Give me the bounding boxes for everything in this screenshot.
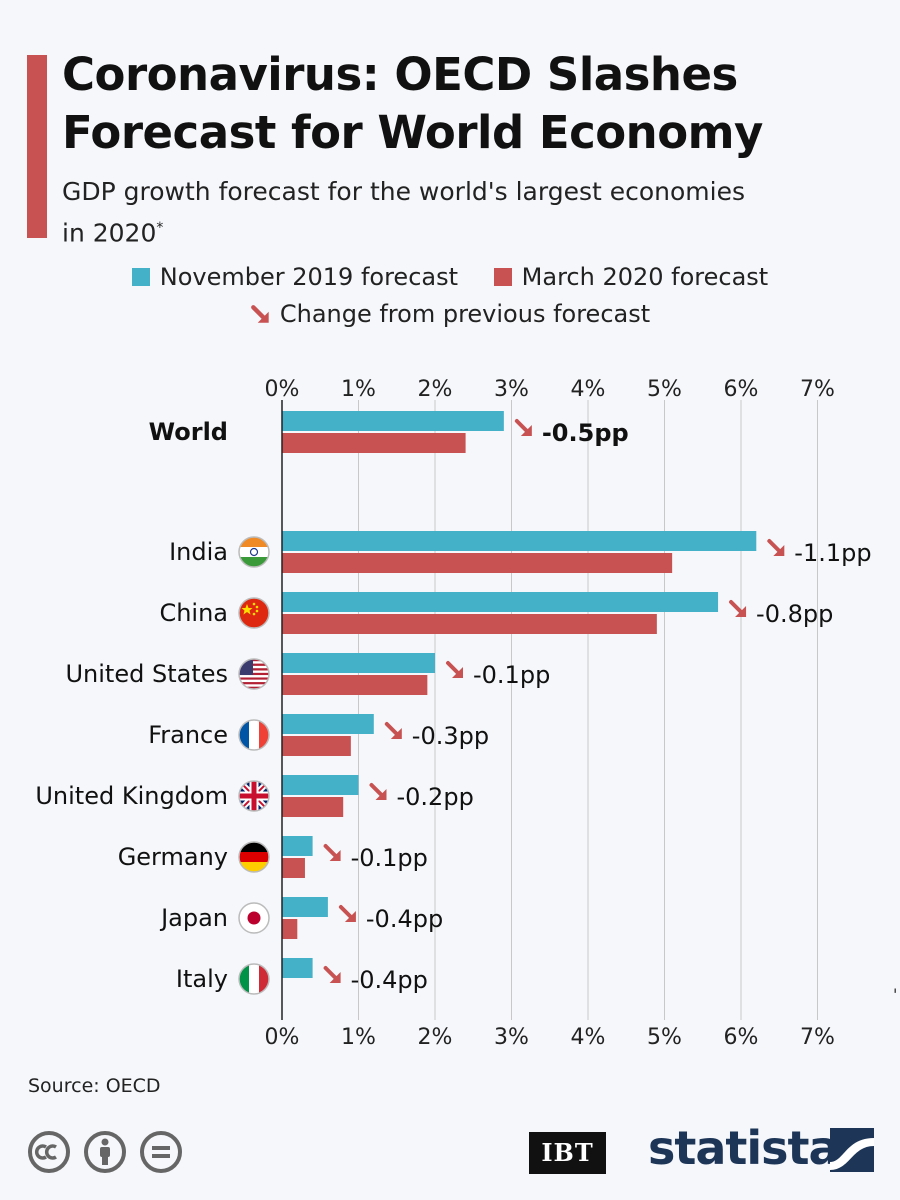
- x-tick-label-top: 2%: [418, 377, 453, 402]
- category-label: Italy: [176, 965, 228, 993]
- legend-label-nov: November 2019 forecast: [159, 263, 459, 291]
- india-flag-icon: [238, 536, 270, 568]
- down-arrow-icon: [384, 722, 402, 739]
- down-arrow-icon: [369, 783, 387, 800]
- change-label: -0.3pp: [412, 722, 489, 750]
- category-label: France: [148, 721, 228, 749]
- bar-nov-2019: [282, 714, 374, 734]
- x-tick-label-top: 5%: [647, 377, 682, 402]
- subtitle-footnote-mark: *: [156, 220, 164, 236]
- legend-item-nov: November 2019 forecast: [131, 263, 459, 291]
- legend-item-change: Change from previous forecast: [250, 300, 650, 328]
- category-label: World: [149, 418, 228, 446]
- down-arrow-icon: [729, 600, 747, 617]
- down-arrow-icon: [446, 661, 463, 678]
- bar-mar-2020: [282, 433, 466, 453]
- category-label: United Kingdom: [35, 782, 228, 810]
- change-label: -0.1pp: [473, 661, 550, 689]
- x-tick-label-bottom: 7%: [800, 1025, 835, 1050]
- x-tick-label-bottom: 3%: [494, 1025, 529, 1050]
- down-arrow-icon: [514, 419, 532, 436]
- statista-logo-icon: [830, 1128, 874, 1172]
- x-tick-label-bottom: 4%: [571, 1025, 606, 1050]
- china-flag-icon: [238, 597, 270, 629]
- corner-mark: ': [893, 985, 898, 1004]
- change-label: -0.1pp: [351, 844, 428, 872]
- uk-flag-icon: [238, 780, 270, 812]
- legend: November 2019 forecast March 2020 foreca…: [0, 263, 900, 291]
- source-note: Source: OECD: [28, 1075, 161, 1097]
- x-tick-label-bottom: 2%: [418, 1025, 453, 1050]
- change-label: -0.4pp: [351, 966, 428, 994]
- legend-swatch-mar: [493, 268, 512, 286]
- down-arrow-icon: [767, 539, 785, 556]
- no-derivatives-icon: [140, 1131, 182, 1173]
- x-tick-label-top: 4%: [571, 377, 606, 402]
- bar-nov-2019: [282, 836, 313, 856]
- bar-mar-2020: [282, 736, 351, 756]
- bar-mar-2020: [282, 614, 657, 634]
- category-label: China: [159, 599, 228, 627]
- x-tick-label-bottom: 1%: [341, 1025, 376, 1050]
- bar-nov-2019: [282, 592, 719, 612]
- usa-flag-icon: [238, 658, 270, 690]
- down-arrow-icon: [338, 905, 356, 922]
- x-tick-label-top: 1%: [341, 377, 376, 402]
- france-flag-icon: [238, 719, 270, 751]
- attribution-icon: [84, 1131, 126, 1173]
- x-tick-label-bottom: 6%: [724, 1025, 759, 1050]
- cc-icon: [28, 1131, 70, 1173]
- statista-logo-text: statista: [648, 1121, 840, 1175]
- bar-nov-2019: [282, 958, 313, 978]
- x-tick-label-top: 3%: [494, 377, 529, 402]
- change-label: -0.4pp: [366, 905, 443, 933]
- germany-flag-icon: [238, 841, 270, 873]
- bar-nov-2019: [282, 411, 504, 431]
- x-tick-label-top: 0%: [265, 377, 300, 402]
- legend-label-mar: March 2020 forecast: [521, 263, 769, 291]
- down-arrow-icon: [323, 966, 341, 983]
- bar-nov-2019: [282, 775, 359, 795]
- x-tick-label-top: 7%: [800, 377, 835, 402]
- bar-chart: 0% 0% 1% 1% 2% 2% 3% 3% 4% 4% 5% 5% 6% 6% 7% 7% World -0.…: [35, 377, 871, 1050]
- category-label: India: [169, 538, 228, 566]
- legend-label-change: Change from previous forecast: [279, 300, 651, 328]
- bar-mar-2020: [282, 797, 344, 817]
- bar-nov-2019: [282, 897, 328, 917]
- x-tick-label-top: 6%: [724, 377, 759, 402]
- italy-flag-icon: [238, 963, 270, 995]
- category-label: United States: [65, 660, 228, 688]
- x-tick-label-bottom: 5%: [647, 1025, 682, 1050]
- category-label: Japan: [159, 904, 228, 932]
- bar-nov-2019: [282, 531, 757, 551]
- bar-mar-2020: [282, 675, 428, 695]
- bar-nov-2019: [282, 653, 435, 673]
- category-label: Germany: [118, 843, 228, 871]
- license-icons: [27, 1130, 183, 1174]
- x-tick-label-bottom: 0%: [265, 1025, 300, 1050]
- legend-swatch-nov: [131, 268, 150, 286]
- change-label: -0.2pp: [397, 783, 474, 811]
- down-arrow-icon: [250, 305, 269, 323]
- chart-title: Coronavirus: OECD Slashes Forecast for W…: [62, 48, 763, 159]
- change-label: -1.1pp: [794, 539, 871, 567]
- bar-mar-2020: [282, 858, 305, 878]
- legend-change: Change from previous forecast: [0, 300, 900, 328]
- legend-item-mar: March 2020 forecast: [493, 263, 769, 291]
- japan-flag-icon: [238, 902, 270, 934]
- title-accent-bar: [27, 55, 47, 238]
- change-label: -0.8pp: [756, 600, 833, 628]
- subtitle-text: GDP growth forecast for the world's larg…: [62, 177, 745, 248]
- bar-mar-2020: [282, 919, 298, 939]
- bar-mar-2020: [282, 553, 673, 573]
- down-arrow-icon: [323, 844, 341, 861]
- ibt-logo: IBT: [529, 1132, 606, 1174]
- change-label: -0.5pp: [542, 419, 629, 447]
- chart-subtitle: GDP growth forecast for the world's larg…: [62, 174, 762, 251]
